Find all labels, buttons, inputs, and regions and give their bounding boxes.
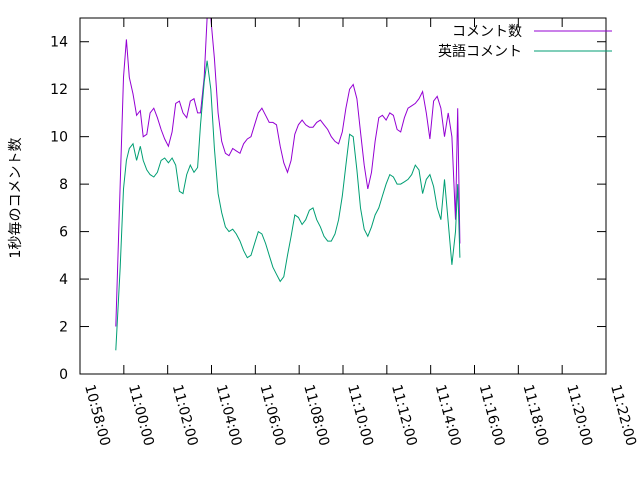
plot-frame	[79, 17, 607, 375]
y-tick-label: 10	[50, 130, 68, 146]
legend-label-1: 英語コメント	[438, 43, 522, 60]
y-tick-label: 6	[59, 225, 68, 241]
series-line-0	[115, 17, 461, 327]
y-tick-label: 8	[59, 177, 68, 193]
x-tick-label: 11:10:00	[344, 383, 376, 448]
x-tick-label: 11:02:00	[169, 383, 201, 448]
y-tick-label: 14	[50, 35, 68, 51]
x-tick-label: 11:12:00	[388, 383, 420, 448]
x-tick-label: 11:16:00	[476, 383, 508, 448]
tick-layer: 0 2 4 6 8 10 12 14 10:58:00 11:00:00 11:02:00 11:04…	[50, 18, 639, 448]
series-line-1	[115, 60, 461, 351]
x-tick-label: 10:58:00	[81, 383, 113, 448]
y-tick-label: 2	[59, 320, 68, 336]
x-tick-label: 11:22:00	[607, 383, 639, 448]
x-tick-label: 11:18:00	[519, 383, 551, 448]
x-tick-label: 11:06:00	[256, 383, 288, 448]
y-axis-label: 1秒毎のコメント数	[8, 138, 24, 259]
x-tick-label: 11:20:00	[563, 383, 595, 448]
x-tick-label: 11:08:00	[300, 383, 332, 448]
legend: コメント数 英語コメント	[438, 24, 612, 60]
y-tick-label: 4	[59, 272, 68, 288]
y-tick-label: 12	[50, 82, 68, 98]
x-tick-label: 11:04:00	[213, 383, 245, 448]
series-layer	[115, 17, 461, 351]
x-tick-label: 11:14:00	[432, 383, 464, 448]
x-tick-label: 11:00:00	[125, 383, 157, 448]
y-tick-label: 0	[59, 367, 68, 383]
legend-label-0: コメント数	[452, 24, 522, 40]
